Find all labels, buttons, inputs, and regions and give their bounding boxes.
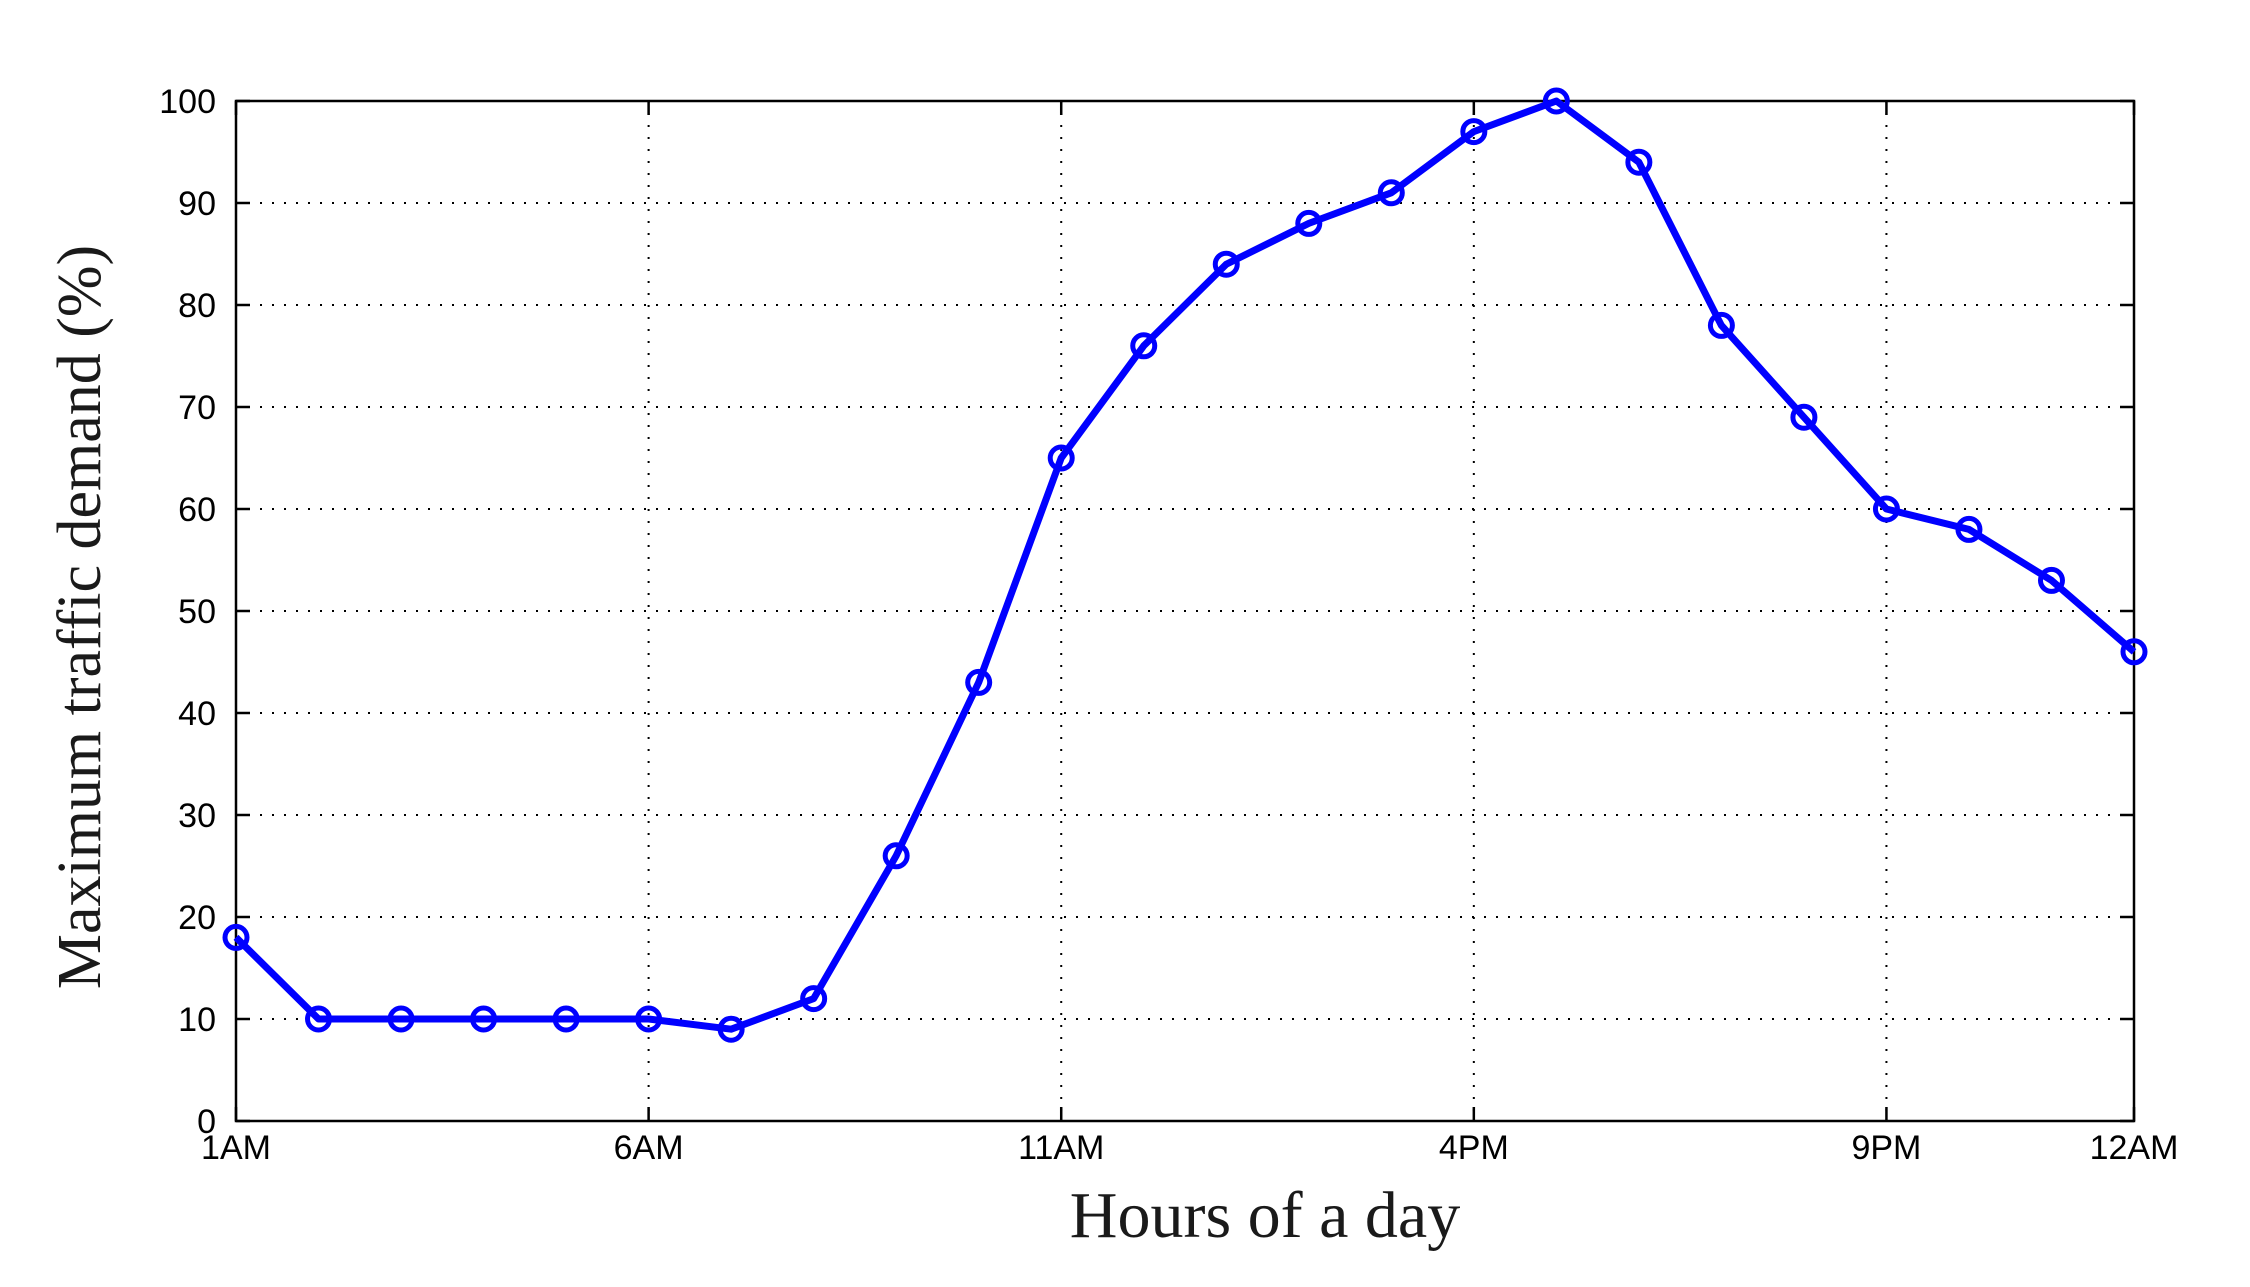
data-point bbox=[2037, 566, 2065, 594]
data-point bbox=[305, 1005, 333, 1033]
data-point bbox=[222, 923, 250, 951]
y-tick-label: 50 bbox=[178, 593, 216, 631]
y-tick-label: 90 bbox=[178, 185, 216, 223]
data-point bbox=[1955, 515, 1983, 543]
data-point bbox=[470, 1005, 498, 1033]
data-point bbox=[800, 985, 828, 1013]
y-tick-label: 20 bbox=[178, 899, 216, 937]
data-point bbox=[635, 1005, 663, 1033]
data-point bbox=[2120, 638, 2148, 666]
y-tick-label: 100 bbox=[159, 83, 216, 121]
data-point bbox=[965, 668, 993, 696]
x-tick-label: 1AM bbox=[201, 1129, 271, 1167]
data-point bbox=[1707, 311, 1735, 339]
x-tick-label: 11AM bbox=[1018, 1129, 1104, 1167]
data-point bbox=[1047, 444, 1075, 472]
data-point bbox=[1212, 250, 1240, 278]
data-point bbox=[717, 1015, 745, 1043]
data-point bbox=[552, 1005, 580, 1033]
y-tick-label: 40 bbox=[178, 695, 216, 733]
data-point bbox=[882, 842, 910, 870]
data-point bbox=[1872, 495, 1900, 523]
grid-lines bbox=[236, 101, 2134, 1121]
x-tick-label: 9PM bbox=[1851, 1129, 1921, 1167]
axis-ticks bbox=[234, 99, 2136, 1123]
y-tick-label: 0 bbox=[197, 1103, 216, 1141]
y-tick-label: 70 bbox=[178, 389, 216, 427]
tick-labels: 0 10 20 30 40 50 60 70 80 90 100 1AM 6AM 11AM 4PM 9PM 12… bbox=[159, 83, 2178, 1167]
data-point bbox=[1625, 148, 1653, 176]
series-markers bbox=[222, 87, 2148, 1043]
data-point bbox=[1295, 209, 1323, 237]
data-point bbox=[1377, 179, 1405, 207]
y-axis-title: Maximum traffic demand (%) bbox=[46, 245, 114, 989]
x-tick-label: 12AM bbox=[2090, 1129, 2179, 1167]
series-line bbox=[233, 97, 2137, 1033]
y-tick-label: 30 bbox=[178, 797, 216, 835]
x-axis-title: Hours of a day bbox=[1070, 1179, 1460, 1252]
data-point bbox=[1460, 118, 1488, 146]
data-point bbox=[387, 1005, 415, 1033]
y-tick-label: 60 bbox=[178, 491, 216, 529]
data-point bbox=[1542, 87, 1570, 115]
y-tick-label: 10 bbox=[178, 1001, 216, 1039]
y-tick-label: 80 bbox=[178, 287, 216, 325]
data-point bbox=[1790, 403, 1818, 431]
data-point bbox=[1130, 332, 1158, 360]
x-tick-label: 6AM bbox=[614, 1129, 684, 1167]
x-tick-label: 4PM bbox=[1439, 1129, 1509, 1167]
